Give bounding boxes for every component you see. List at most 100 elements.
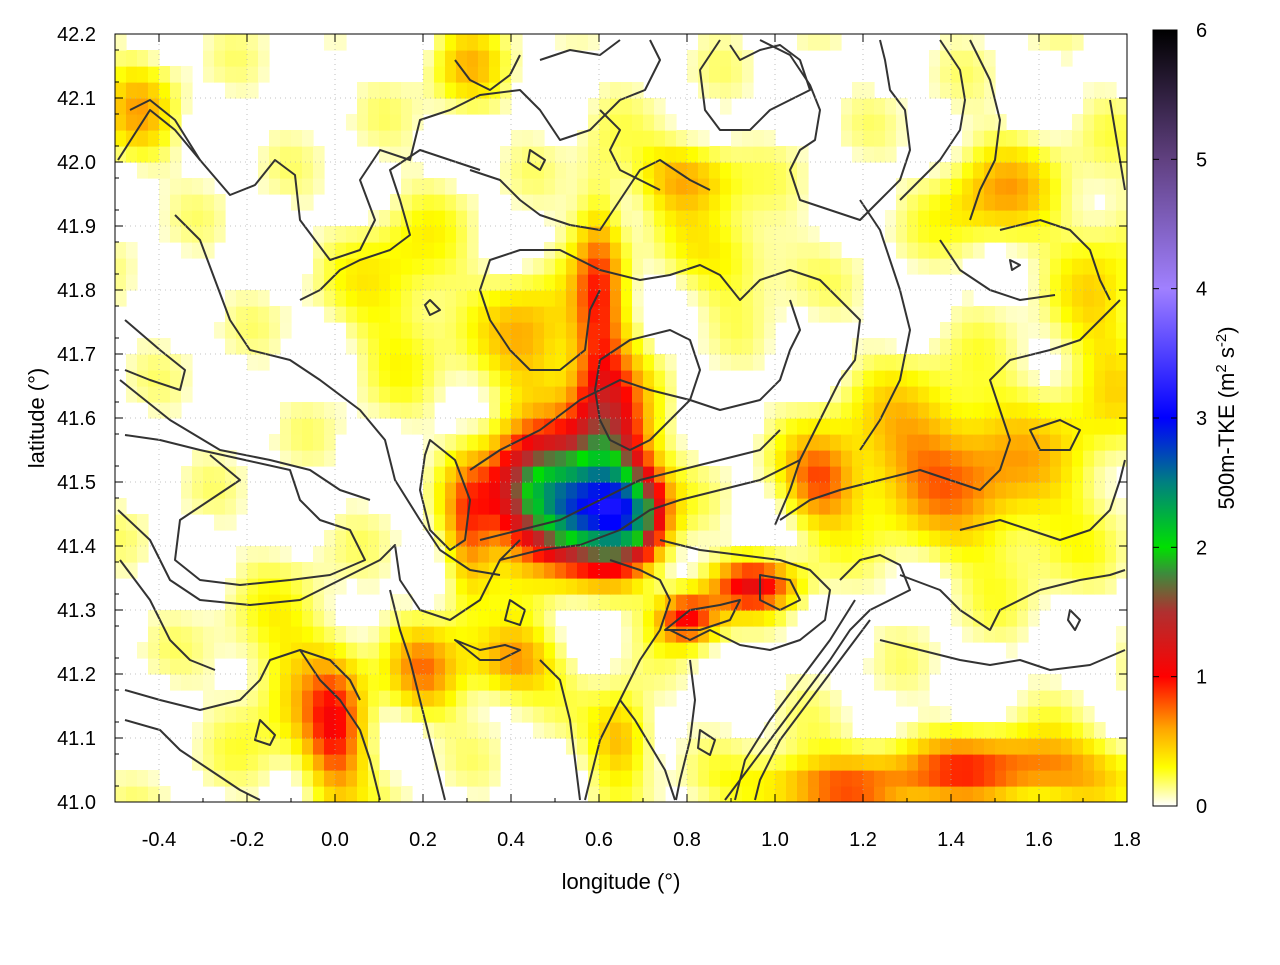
heatmap-cell	[621, 450, 633, 467]
heatmap-cell	[786, 258, 798, 275]
heatmap-cell	[456, 290, 468, 307]
heatmap-cell	[731, 162, 743, 179]
heatmap-cell	[819, 738, 831, 755]
heatmap-cell	[841, 706, 853, 723]
heatmap-cell	[951, 434, 963, 451]
heatmap-cell	[1061, 210, 1073, 227]
heatmap-cell	[368, 354, 380, 371]
heatmap-cell	[896, 418, 908, 435]
heatmap-cell	[401, 418, 413, 435]
heatmap-cell	[621, 466, 633, 483]
heatmap-cell	[566, 658, 578, 675]
heatmap-cell	[995, 578, 1007, 595]
heatmap-cell	[1083, 562, 1095, 579]
heatmap-cell	[797, 674, 809, 691]
heatmap-cell	[896, 354, 908, 371]
heatmap-cell	[1028, 258, 1040, 275]
heatmap-cell	[1072, 258, 1084, 275]
heatmap-cell	[280, 562, 292, 579]
heatmap-cell	[423, 66, 435, 83]
heatmap-cell	[115, 786, 127, 802]
heatmap-cell	[467, 642, 479, 659]
heatmap-cell	[269, 162, 281, 179]
heatmap-cell	[610, 418, 622, 435]
heatmap-cell	[1050, 546, 1062, 563]
heatmap-cell	[852, 386, 864, 403]
heatmap-cell	[698, 210, 710, 227]
heatmap-cell	[1083, 98, 1095, 115]
heatmap-cell	[907, 402, 919, 419]
heatmap-cell	[940, 530, 952, 547]
heatmap-cell	[918, 466, 930, 483]
heatmap-cell	[423, 626, 435, 643]
heatmap-cell	[236, 338, 248, 355]
heatmap-cell	[852, 514, 864, 531]
heatmap-cell	[159, 610, 171, 627]
heatmap-cell	[995, 418, 1007, 435]
contour-line	[119, 379, 371, 501]
heatmap-cell	[907, 210, 919, 227]
heatmap-cell	[456, 594, 468, 611]
heatmap-cell	[874, 482, 886, 499]
heatmap-cell	[841, 130, 853, 147]
heatmap-cell	[357, 738, 369, 755]
heatmap-cell	[555, 658, 567, 675]
heatmap-cell	[1061, 546, 1073, 563]
heatmap-cell	[368, 754, 380, 771]
heatmap-cell	[445, 482, 457, 499]
heatmap-cell	[401, 178, 413, 195]
heatmap-cell	[786, 594, 798, 611]
heatmap-cell	[830, 402, 842, 419]
heatmap-cell	[1105, 194, 1117, 211]
heatmap-cell	[918, 354, 930, 371]
heatmap-cell	[665, 578, 677, 595]
heatmap-cell	[962, 370, 974, 387]
heatmap-cell	[280, 674, 292, 691]
heatmap-cell	[368, 690, 380, 707]
heatmap-cell	[896, 386, 908, 403]
heatmap-cell	[588, 594, 600, 611]
heatmap-cell	[434, 34, 446, 51]
heatmap-cell	[511, 194, 523, 211]
heatmap-cell	[863, 578, 875, 595]
heatmap-cell	[269, 306, 281, 323]
contour-line	[527, 149, 546, 171]
heatmap-cell	[962, 306, 974, 323]
heatmap-cell	[830, 34, 842, 51]
heatmap-cell	[566, 354, 578, 371]
heatmap-cell	[676, 178, 688, 195]
heatmap-cell	[159, 210, 171, 227]
heatmap-cell	[346, 770, 358, 787]
heatmap-cell	[555, 226, 567, 243]
heatmap-cell	[302, 146, 314, 163]
heatmap-cell	[533, 690, 545, 707]
heatmap-cell	[434, 370, 446, 387]
heatmap-cell	[830, 466, 842, 483]
heatmap-cell	[731, 578, 743, 595]
heatmap-cell	[995, 514, 1007, 531]
heatmap-cell	[874, 498, 886, 515]
heatmap-cell	[335, 642, 347, 659]
heatmap-cell	[687, 130, 699, 147]
heatmap-cell	[775, 242, 787, 259]
heatmap-cell	[874, 114, 886, 131]
heatmap-cell	[456, 690, 468, 707]
heatmap-cell	[533, 306, 545, 323]
heatmap-cell	[588, 786, 600, 802]
heatmap-cell	[753, 754, 765, 771]
heatmap-cell	[203, 482, 215, 499]
heatmap-cell	[456, 722, 468, 739]
heatmap-cell	[302, 450, 314, 467]
heatmap-cell	[555, 386, 567, 403]
heatmap-cell	[1094, 434, 1106, 451]
heatmap-cell	[269, 178, 281, 195]
contour-line	[619, 699, 676, 801]
heatmap-cell	[335, 578, 347, 595]
heatmap-cell	[1116, 434, 1127, 451]
heatmap-cell	[478, 626, 490, 643]
heatmap-cell	[368, 514, 380, 531]
heatmap-cell	[379, 626, 391, 643]
heatmap-cell	[984, 98, 996, 115]
heatmap-cell	[588, 402, 600, 419]
